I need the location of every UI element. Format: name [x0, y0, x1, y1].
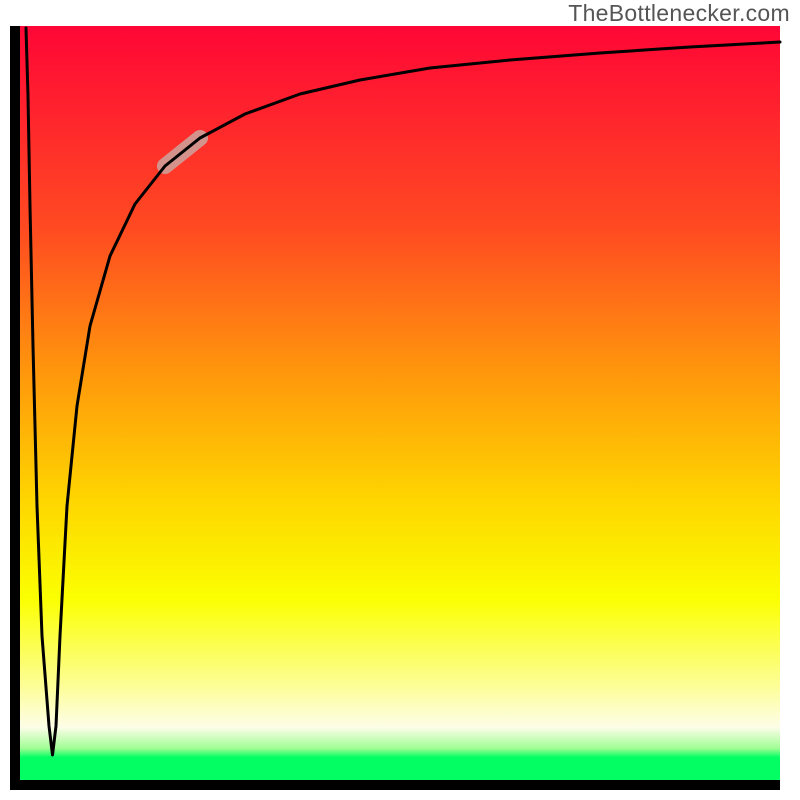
- chart-container: TheBottlenecker.com: [0, 0, 800, 800]
- plot-background: [20, 26, 780, 780]
- bottleneck-chart: [0, 0, 800, 800]
- watermark-text: TheBottlenecker.com: [568, 0, 790, 27]
